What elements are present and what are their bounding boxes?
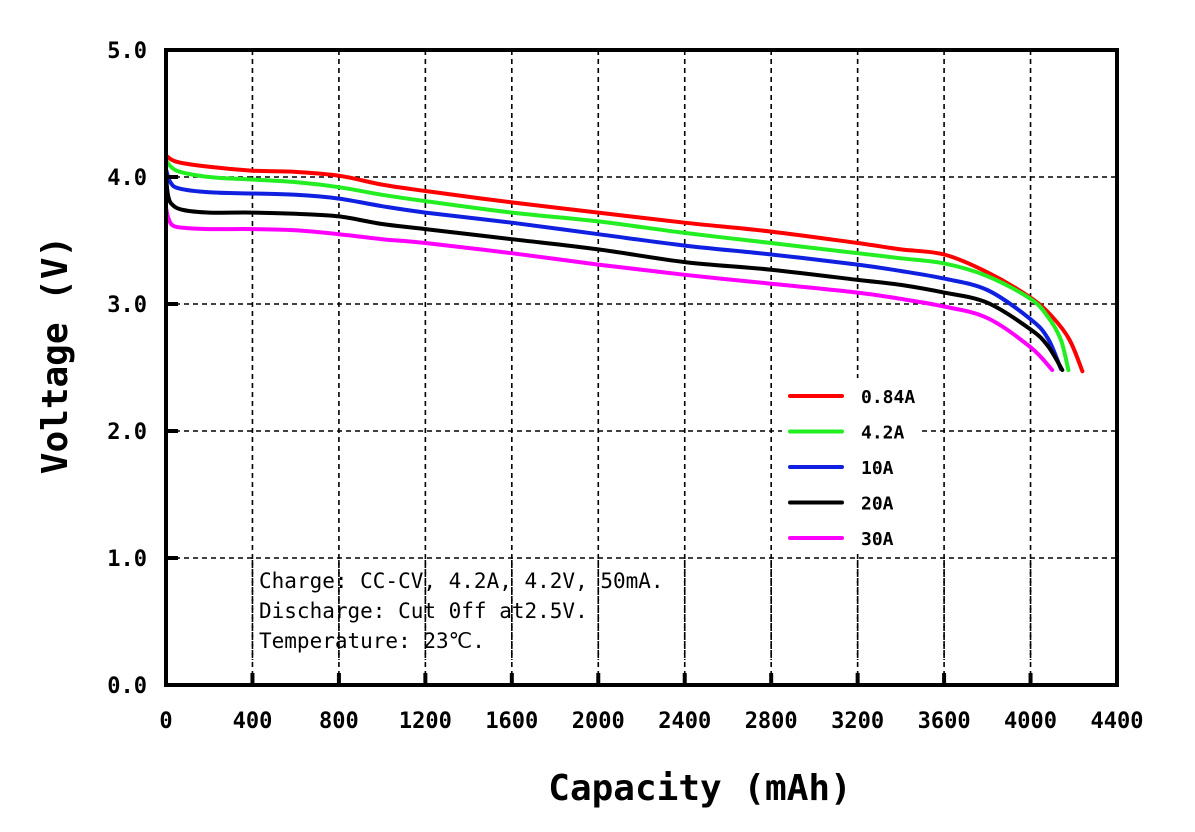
series-line-20a (164, 175, 1065, 372)
x-tick-label: 2800 (745, 709, 798, 734)
series-lines (164, 153, 1085, 374)
y-tick-label: 2.0 (107, 420, 147, 445)
x-tick-label: 4000 (1004, 709, 1057, 734)
legend-label: 4.2A (861, 423, 905, 444)
legend-label: 20A (861, 494, 894, 515)
y-tick-label: 4.0 (107, 166, 147, 191)
annotation-temperature: Temperature: 23℃. (259, 629, 485, 653)
y-tick-label: 5.0 (107, 39, 147, 64)
x-tick-label: 400 (233, 709, 273, 734)
axis-ticks: 0 400 800 1200 1600 2000 2400 2800 3200 3600 4000 4… (107, 39, 1143, 734)
annotation-charge: Charge: CC-CV, 4.2A, 4.2V, 50mA. (259, 569, 664, 593)
annotation-block: Charge: CC-CV, 4.2A, 4.2V, 50mA. Dischar… (259, 569, 664, 653)
x-tick-label: 800 (319, 709, 359, 734)
x-tick-label: 3200 (831, 709, 884, 734)
plot-frame (164, 48, 1119, 687)
grid-lines-over-text (251, 560, 1032, 660)
legend-label: 0.84A (861, 387, 915, 408)
y-tick-label: 3.0 (107, 293, 147, 318)
x-tick-label: 1600 (485, 709, 538, 734)
legend-label: 10A (861, 458, 894, 479)
y-tick-label: 1.0 (107, 547, 147, 572)
series-line-4-2a (164, 158, 1071, 372)
x-tick-label: 1200 (399, 709, 452, 734)
legend-label: 30A (861, 529, 894, 550)
series-line-10a (164, 167, 1063, 371)
x-tick-label: 0 (159, 709, 172, 734)
x-tick-label: 4400 (1091, 709, 1144, 734)
grid-lines (166, 50, 1117, 685)
x-tick-label: 2400 (658, 709, 711, 734)
plot-area-border (164, 48, 1119, 687)
annotation-discharge: Discharge: Cut 0ff at2.5V. (259, 599, 588, 623)
legend: 0.84A 4.2A 10A 20A 30A (782, 378, 922, 552)
x-axis-title: Capacity (mAh) (548, 768, 851, 809)
x-tick-label: 2000 (572, 709, 625, 734)
series-line-30a (164, 205, 1055, 372)
x-tick-label: 3600 (918, 709, 971, 734)
y-axis-title: Voltage (V) (35, 236, 76, 474)
y-tick-label: 0.0 (107, 674, 147, 699)
